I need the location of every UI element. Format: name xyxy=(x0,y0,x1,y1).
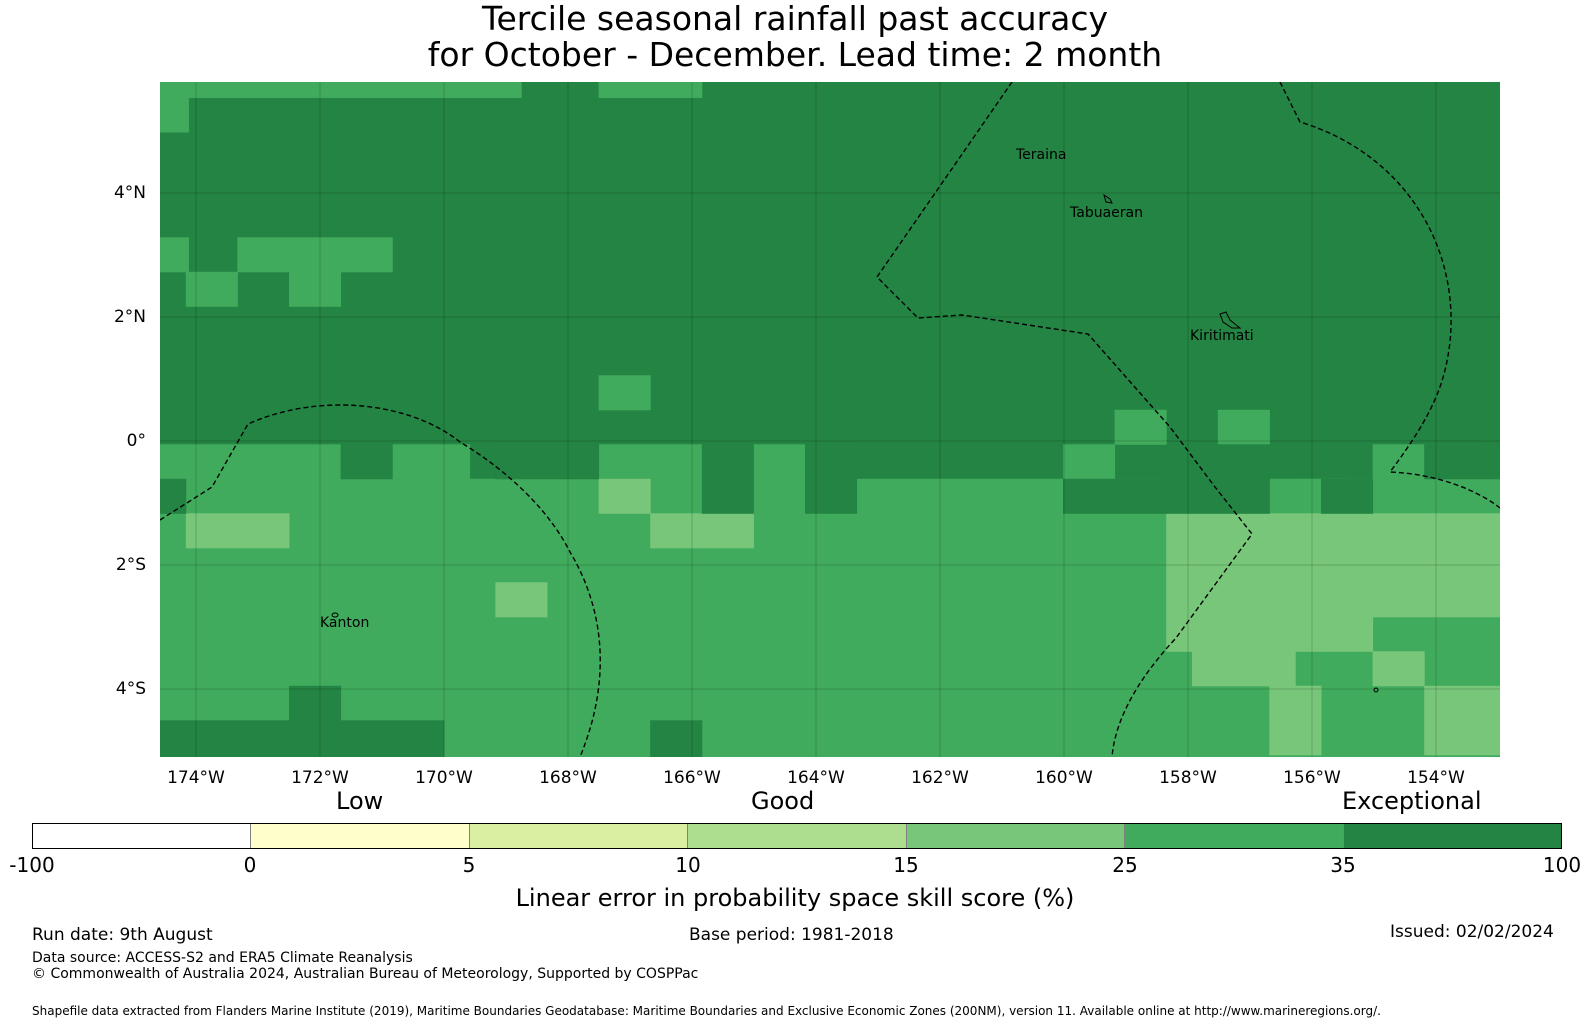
skill-cell-25-35 xyxy=(1217,409,1270,445)
skill-cell-25-35 xyxy=(598,82,703,98)
skill-cell-35-100 xyxy=(160,720,445,757)
lon-label-168w: 168°W xyxy=(539,768,597,788)
colorbar-segment-25-35 xyxy=(1125,824,1344,848)
colorbar-tick: 5 xyxy=(462,853,476,877)
copyright-notice: © Commonwealth of Australia 2024, Austra… xyxy=(32,966,699,982)
colorbar-tick: 35 xyxy=(1330,853,1356,877)
lon-label-172w: 172°W xyxy=(291,768,349,788)
skill-cell-35-100 xyxy=(340,444,393,480)
skill-cell-25-35 xyxy=(598,375,651,411)
skill-cell-25-35 xyxy=(160,82,189,133)
lat-label-0: 0° xyxy=(126,431,146,451)
lon-label-174w: 174°W xyxy=(167,768,225,788)
island-outlines xyxy=(331,193,1379,693)
skill-cell-25-35 xyxy=(289,271,342,307)
colorbar-tick: 25 xyxy=(1112,853,1138,877)
skill-cell-35-100 xyxy=(289,685,342,721)
skill-cell-25-35 xyxy=(753,444,806,480)
colorbar-tick: 0 xyxy=(243,853,257,877)
colorbar-segment-35-100 xyxy=(1343,824,1561,848)
issued-date: Issued: 02/02/2024 xyxy=(1390,922,1554,942)
colorbar-segment-5-10 xyxy=(469,824,689,848)
lat-label-2s: 2°S xyxy=(115,555,146,575)
map-title-line-2: for October - December. Lead time: 2 mon… xyxy=(427,35,1163,74)
colorbar-title: Linear error in probability space skill … xyxy=(515,884,1075,912)
skill-cell-25-35 xyxy=(237,237,393,273)
colorbar xyxy=(32,823,1562,849)
skill-cell-25-35 xyxy=(160,82,522,98)
colorbar-segment-15-25 xyxy=(906,824,1126,848)
lon-label-164w: 164°W xyxy=(787,768,845,788)
base-period: Base period: 1981-2018 xyxy=(689,925,894,945)
skill-cell-25-35 xyxy=(1114,409,1167,445)
colorbar-segment-neg100-0 xyxy=(33,824,252,848)
skill-cell-15-25 xyxy=(1166,513,1374,618)
skill-cell-35-100 xyxy=(650,720,703,757)
skill-label-good: Good xyxy=(751,787,815,815)
skill-map: Teraina Tabuaeran Kiritimati Kanton xyxy=(160,82,1500,757)
skill-cell-15-25 xyxy=(1424,685,1500,756)
skill-cell-35-100 xyxy=(1424,444,1500,480)
skill-cell-35-100 xyxy=(1063,478,1167,514)
skill-cell-25-35 xyxy=(185,271,238,307)
lon-label-170w: 170°W xyxy=(415,768,473,788)
colorbar-tick: -100 xyxy=(9,853,55,877)
skill-cell-15-25 xyxy=(650,513,754,549)
eez-boundaries xyxy=(160,82,1500,757)
lon-label-154w: 154°W xyxy=(1407,768,1465,788)
skill-cell-35-100 xyxy=(160,478,187,514)
colorbar-tick: 100 xyxy=(1542,853,1582,877)
skill-cell-15-25 xyxy=(1321,616,1374,652)
skill-cell-15-25 xyxy=(1166,616,1322,652)
skill-cell-35-100 xyxy=(495,444,600,480)
lon-label-166w: 166°W xyxy=(663,768,721,788)
skill-cell-25-35 xyxy=(598,444,703,480)
lat-label-4s: 4°S xyxy=(115,679,146,699)
lon-label-156w: 156°W xyxy=(1283,768,1341,788)
colorbar-segment-0-5 xyxy=(251,824,470,848)
colorbar-tick: 15 xyxy=(893,853,919,877)
skill-cell-15-25 xyxy=(1372,513,1500,618)
lat-label-4n: 4°N xyxy=(113,183,146,203)
skill-cell-35-100 xyxy=(1321,478,1374,514)
place-label-kiritimati: Kiritimati xyxy=(1190,328,1254,344)
lon-label-160w: 160°W xyxy=(1035,768,1093,788)
lat-label-2n: 2°N xyxy=(113,307,146,327)
skill-cell-15-25 xyxy=(1269,685,1322,756)
skill-label-low: Low xyxy=(336,787,384,815)
skill-cell-35-100 xyxy=(701,444,754,514)
map-title-line-1: Tercile seasonal rainfall past accuracy xyxy=(481,0,1109,38)
lon-label-158w: 158°W xyxy=(1159,768,1217,788)
skill-label-exceptional: Exceptional xyxy=(1342,787,1482,815)
place-label-kanton: Kanton xyxy=(320,615,369,631)
skill-cell-15-25 xyxy=(1192,651,1296,687)
shapefile-credit: Shapefile data extracted from Flanders M… xyxy=(32,1004,1381,1018)
place-label-tabuaeran: Tabuaeran xyxy=(1069,205,1143,221)
skill-cell-15-25 xyxy=(598,478,651,514)
skill-cell-35-100 xyxy=(805,444,858,514)
skill-cell-15-25 xyxy=(185,513,290,549)
skill-cell-25-35 xyxy=(160,237,189,273)
skill-cell-15-25 xyxy=(1372,651,1425,687)
colorbar-segment-10-15 xyxy=(688,824,907,848)
skill-cell-35-100 xyxy=(1166,444,1270,514)
lon-label-162w: 162°W xyxy=(911,768,969,788)
skill-cell-25-35 xyxy=(160,444,342,480)
run-date: Run date: 9th August xyxy=(32,925,213,945)
place-label-teraina: Teraina xyxy=(1015,147,1066,163)
data-source: Data source: ACCESS-S2 and ERA5 Climate … xyxy=(32,950,413,966)
skill-cell-15-25 xyxy=(495,582,548,618)
skill-cell-25-35 xyxy=(392,444,471,480)
colorbar-tick: 10 xyxy=(675,853,701,877)
skill-map-canvas: Teraina Tabuaeran Kiritimati Kanton xyxy=(160,82,1500,757)
